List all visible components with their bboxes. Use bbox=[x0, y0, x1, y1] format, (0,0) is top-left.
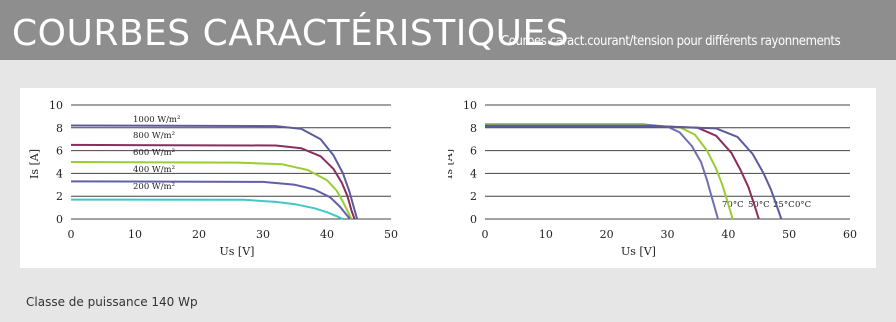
series-line-temp-3 bbox=[485, 125, 783, 220]
x-tick-label: 60 bbox=[843, 228, 857, 241]
series-label: 600 W/m² bbox=[133, 148, 175, 158]
x-tick-label: 20 bbox=[600, 228, 614, 241]
irradiance-iv-chart: 0 2 4 6 8 10 0 10 20 30 40 50 Us [V] Is [A] 1000 W/m² 8… bbox=[28, 99, 398, 258]
series-label: 1000 W/m² bbox=[133, 115, 180, 125]
y-tick-label: 4 bbox=[56, 167, 63, 180]
temperature-iv-chart: 0 2 4 6 8 10 0 10 20 30 40 50 60 Us [V] Is [A] 70°C 50°C… bbox=[448, 99, 857, 258]
x-tick-label: 10 bbox=[539, 228, 553, 241]
y-axis-label: Is [A] bbox=[28, 149, 41, 179]
y-tick-label: 8 bbox=[470, 122, 477, 135]
series-label: 50°C bbox=[748, 200, 770, 210]
x-tick-label: 10 bbox=[128, 228, 142, 241]
power-class-label: Classe de puissance 140 Wp bbox=[26, 295, 198, 309]
y-tick-label: 2 bbox=[56, 190, 63, 203]
page-subtitle: Courbes caract.courant/tension pour diff… bbox=[501, 34, 841, 49]
series-label: 70°C bbox=[722, 200, 744, 210]
series-label: 400 W/m² bbox=[133, 165, 175, 175]
charts-panel: 0 2 4 6 8 10 0 10 20 30 40 50 Us [V] Is [A] 1000 W/m² 8… bbox=[20, 88, 876, 268]
y-tick-label: 0 bbox=[56, 213, 63, 226]
series-label: 800 W/m² bbox=[133, 131, 175, 141]
y-tick-label: 6 bbox=[470, 145, 477, 158]
series-label: 0°C bbox=[795, 200, 811, 210]
y-tick-label: 0 bbox=[470, 213, 477, 226]
x-tick-label: 30 bbox=[661, 228, 675, 241]
y-tick-label: 2 bbox=[470, 190, 477, 203]
series-label: 25°C bbox=[773, 200, 795, 210]
y-tick-label: 10 bbox=[463, 99, 477, 112]
series-line-irr-1 bbox=[70, 143, 356, 220]
series-line-irr-0 bbox=[70, 124, 359, 220]
header-bar: COURBES CARACTÉRISTIQUES Courbes caract.… bbox=[0, 0, 896, 60]
page-title: COURBES CARACTÉRISTIQUES bbox=[12, 13, 570, 54]
y-axis-label: Is [A] bbox=[448, 149, 455, 179]
series-line-irr-2 bbox=[70, 161, 353, 220]
x-tick-label: 20 bbox=[192, 228, 206, 241]
series-line-irr-4 bbox=[70, 198, 344, 220]
x-tick-label: 30 bbox=[256, 228, 270, 241]
series-line-temp-0 bbox=[485, 123, 719, 220]
series-line-irr-3 bbox=[70, 180, 351, 220]
y-tick-label: 8 bbox=[56, 122, 63, 135]
x-axis-label: Us [V] bbox=[621, 245, 656, 258]
y-tick-label: 10 bbox=[49, 99, 63, 112]
series-line-temp-1 bbox=[485, 124, 734, 220]
x-tick-label: 0 bbox=[482, 228, 489, 241]
y-tick-label: 6 bbox=[56, 145, 63, 158]
x-tick-label: 40 bbox=[320, 228, 334, 241]
x-tick-label: 50 bbox=[782, 228, 796, 241]
y-tick-label: 4 bbox=[470, 167, 477, 180]
x-tick-label: 0 bbox=[68, 228, 75, 241]
x-tick-label: 40 bbox=[721, 228, 735, 241]
series-label: 200 W/m² bbox=[133, 182, 175, 192]
x-tick-label: 50 bbox=[384, 228, 398, 241]
x-axis-label: Us [V] bbox=[220, 245, 255, 258]
